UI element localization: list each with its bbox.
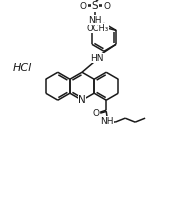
Text: OCH₃: OCH₃: [86, 24, 108, 33]
Text: S: S: [92, 1, 98, 11]
Text: N: N: [78, 95, 86, 105]
Text: O: O: [103, 2, 110, 11]
Text: O: O: [79, 2, 86, 11]
Text: HN: HN: [90, 54, 104, 63]
Text: NH: NH: [88, 16, 102, 25]
Text: O: O: [93, 109, 100, 118]
Text: HCl: HCl: [12, 63, 32, 73]
Text: NH: NH: [101, 117, 114, 126]
